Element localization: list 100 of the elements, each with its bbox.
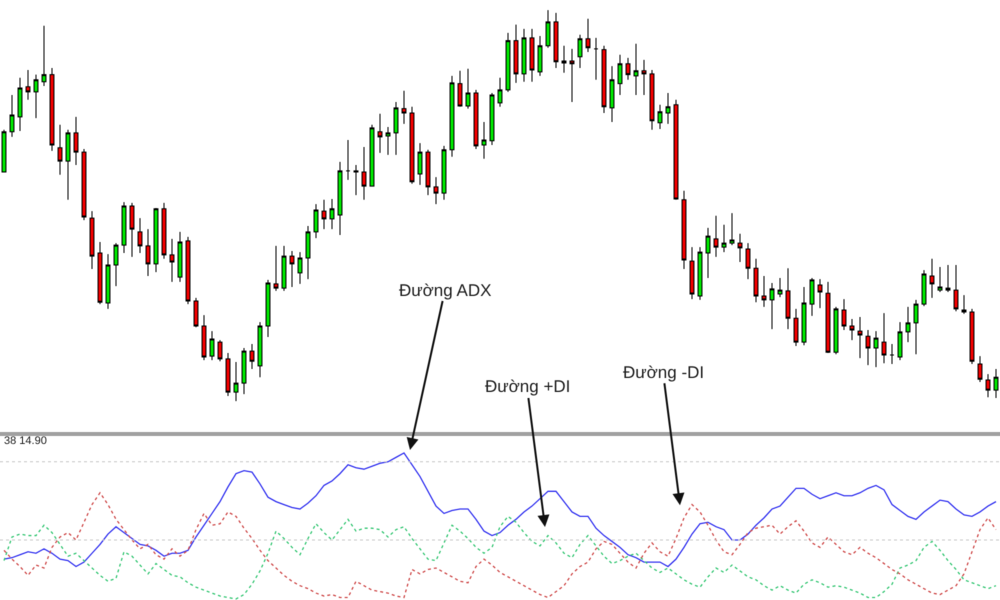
candlestick xyxy=(306,225,310,280)
candlestick xyxy=(618,54,622,96)
candlestick xyxy=(546,10,550,48)
candlestick xyxy=(882,312,886,364)
candlestick xyxy=(378,113,382,154)
candlestick xyxy=(778,277,782,298)
candlestick xyxy=(466,68,470,110)
candlestick xyxy=(418,142,422,186)
candlestick xyxy=(74,116,78,166)
candlestick xyxy=(578,34,582,69)
candlestick xyxy=(258,322,262,378)
candlestick xyxy=(994,368,998,398)
candlestick xyxy=(530,28,534,82)
candlestick xyxy=(346,139,350,180)
candlestick xyxy=(698,246,702,300)
annotation: Đường +DI xyxy=(485,377,570,396)
candlestick xyxy=(114,242,118,287)
candlestick xyxy=(330,198,334,230)
candlestick xyxy=(162,202,166,260)
candlestick xyxy=(42,25,46,87)
candlestick xyxy=(826,281,830,354)
candlestick xyxy=(226,352,230,397)
candlestick xyxy=(786,268,790,330)
candlestick xyxy=(314,204,318,239)
candlestick xyxy=(490,92,494,146)
candlestick xyxy=(642,59,646,96)
candlestick xyxy=(794,308,798,346)
candlestick xyxy=(146,228,150,277)
candlestick xyxy=(474,89,478,150)
candlestick xyxy=(754,258,758,303)
candlestick xyxy=(498,77,502,108)
candlestick xyxy=(482,121,486,160)
candlestick xyxy=(434,176,438,205)
candlestick xyxy=(738,233,742,262)
candlestick xyxy=(34,74,38,119)
text: 38 14.90 xyxy=(4,435,47,447)
candlestick xyxy=(674,99,678,200)
candlestick xyxy=(978,356,982,382)
candlestick xyxy=(322,199,326,230)
candlestick xyxy=(810,277,814,316)
candlestick xyxy=(386,126,390,156)
candlestick xyxy=(834,306,838,355)
candlestick xyxy=(874,330,878,368)
candlestick xyxy=(26,69,30,100)
candlestick xyxy=(58,124,62,176)
candlestick xyxy=(186,236,190,305)
candlestick xyxy=(714,215,718,258)
candlestick xyxy=(10,94,14,138)
candlestick xyxy=(394,102,398,156)
candlestick xyxy=(586,18,590,52)
candlestick xyxy=(914,299,918,355)
candlestick xyxy=(66,129,70,200)
candlestick xyxy=(178,231,182,282)
candlestick xyxy=(170,238,174,282)
candlestick xyxy=(538,35,542,76)
candlestick xyxy=(930,258,934,298)
candlestick xyxy=(634,43,638,96)
candlestick xyxy=(866,329,870,366)
candlestick xyxy=(354,164,358,196)
candlestick xyxy=(234,362,238,402)
candlestick xyxy=(986,374,990,398)
candlestick xyxy=(650,69,654,130)
candlestick xyxy=(906,306,910,343)
candlestick xyxy=(506,32,510,92)
candlestick xyxy=(18,77,22,132)
candlestick xyxy=(338,161,342,236)
candlestick xyxy=(594,37,598,80)
candlestick xyxy=(762,276,766,308)
candlestick xyxy=(610,66,614,122)
candlestick xyxy=(402,90,406,124)
candlestick xyxy=(50,68,54,152)
candlestick xyxy=(770,282,774,330)
candlestick xyxy=(962,294,966,314)
candlestick xyxy=(730,212,734,246)
candlestick xyxy=(130,202,134,258)
candlestick xyxy=(242,347,246,395)
candlestick xyxy=(746,242,750,280)
candlestick xyxy=(946,264,950,293)
candlestick xyxy=(570,48,574,103)
candlestick xyxy=(2,129,6,173)
candlestick xyxy=(426,149,430,196)
candlestick xyxy=(122,202,126,254)
candlestick xyxy=(442,145,446,200)
candlestick xyxy=(850,318,854,341)
candlestick xyxy=(842,298,846,330)
candlestick xyxy=(802,286,806,346)
candlestick xyxy=(562,45,566,74)
candlestick xyxy=(554,12,558,69)
candlestick xyxy=(450,75,454,158)
candlestick xyxy=(458,70,462,108)
annotation: Đường ADX xyxy=(399,281,492,300)
candlestick xyxy=(818,278,822,309)
candlestick xyxy=(298,252,302,284)
candlestick xyxy=(370,124,374,187)
candlestick xyxy=(602,45,606,114)
candlestick xyxy=(266,279,270,338)
candlestick xyxy=(202,314,206,361)
candlestick xyxy=(922,270,926,307)
candlestick xyxy=(282,245,286,292)
candlestick xyxy=(154,207,158,273)
